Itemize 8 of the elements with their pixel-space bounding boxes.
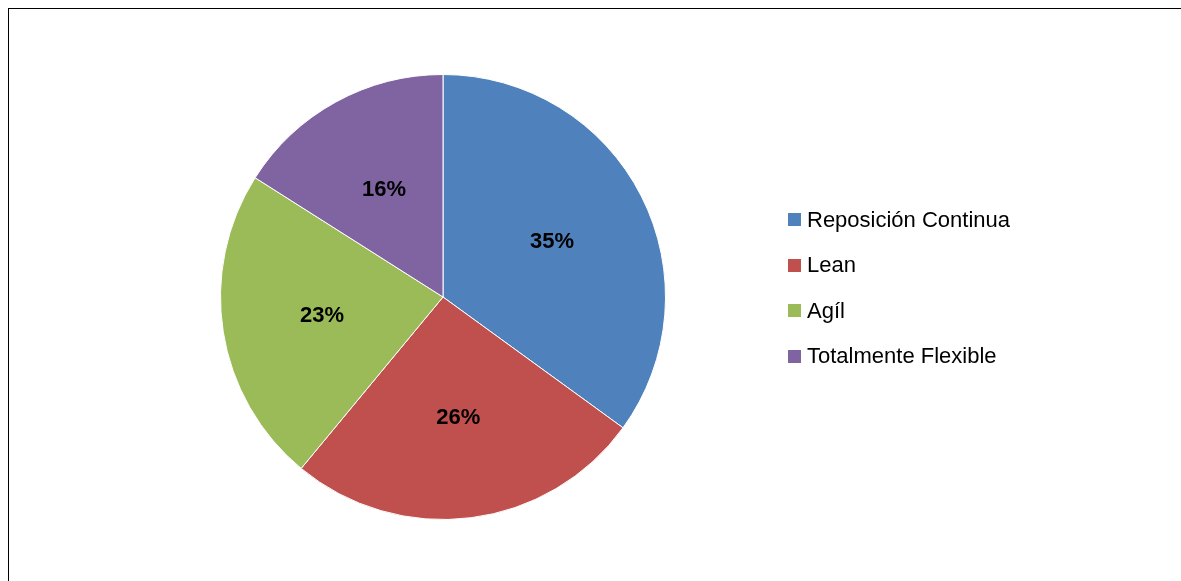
data-label: 23% (300, 302, 345, 328)
legend-label: Lean (807, 252, 856, 279)
data-label: 26% (436, 404, 481, 430)
data-label: 35% (530, 227, 575, 253)
legend-label: Agíl (807, 297, 845, 324)
data-label: 16% (362, 175, 407, 201)
legend-label: Totalmente Flexible (807, 343, 997, 370)
legend-label: Reposición Continua (807, 206, 1011, 233)
